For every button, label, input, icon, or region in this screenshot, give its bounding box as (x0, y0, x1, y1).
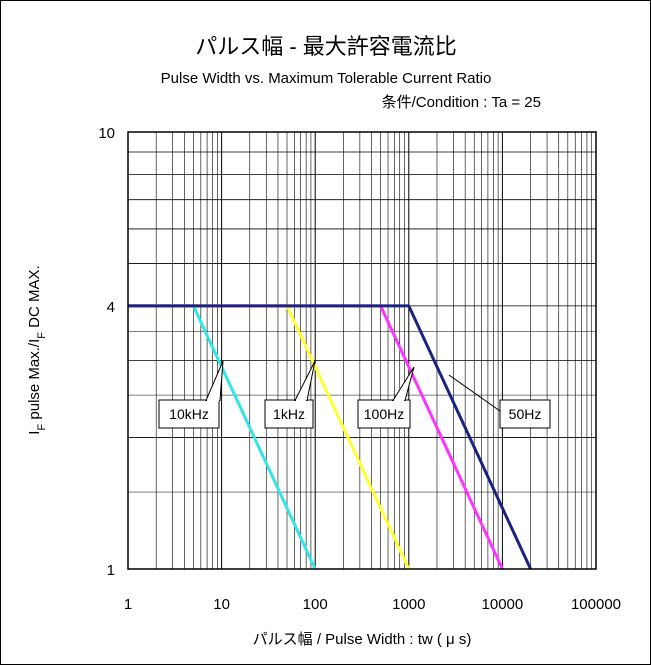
callout-label: 100Hz (364, 406, 404, 422)
chart-title: パルス幅 - 最大許容電流比 (195, 34, 457, 59)
y-axis-label: IF pulse Max./IF DC MAX. (26, 265, 48, 434)
y-tick-label: 1 (107, 562, 115, 579)
y-tick-label: 10 (98, 125, 115, 142)
x-tick-label: 1000 (392, 596, 425, 613)
series-callouts: 10kHz 1kHz 100Hz 50Hz (158, 360, 551, 429)
x-tick-labels: 1 10 100 1000 10000 100000 (124, 596, 621, 613)
callout-label: 50Hz (509, 406, 542, 422)
callout-leader (448, 374, 501, 412)
callout-label: 1kHz (273, 406, 305, 422)
callout-1kHz: 1kHz (264, 360, 316, 429)
callout-label: 10kHz (169, 406, 209, 422)
chart-subtitle: Pulse Width vs. Maximum Tolerable Curren… (161, 70, 492, 87)
series-line-50Hz (128, 304, 532, 570)
plot-border (127, 131, 597, 570)
x-tick-label: 100000 (571, 596, 621, 613)
callout-box (357, 399, 411, 429)
callout-10kHz: 10kHz (158, 360, 224, 429)
series-group (128, 304, 532, 570)
x-tick-label: 1 (124, 596, 132, 613)
callout-50Hz: 50Hz (448, 374, 551, 429)
plot-area (128, 132, 596, 569)
callout-box (499, 399, 551, 429)
x-tick-label: 10 (213, 596, 230, 613)
callout-box (158, 399, 220, 429)
x-tick-label: 100 (303, 596, 328, 613)
x-tick-label: 10000 (482, 596, 524, 613)
y-tick-labels: 1 4 10 (98, 125, 115, 579)
callout-box (264, 399, 314, 429)
x-axis-label: パルス幅 / Pulse Width : tw ( μ s) (253, 631, 472, 648)
chart-condition: 条件/Condition : Ta = 25 (382, 94, 541, 111)
y-tick-label: 4 (107, 299, 115, 316)
grid-lines (127, 132, 596, 570)
callout-100Hz: 100Hz (357, 366, 415, 429)
